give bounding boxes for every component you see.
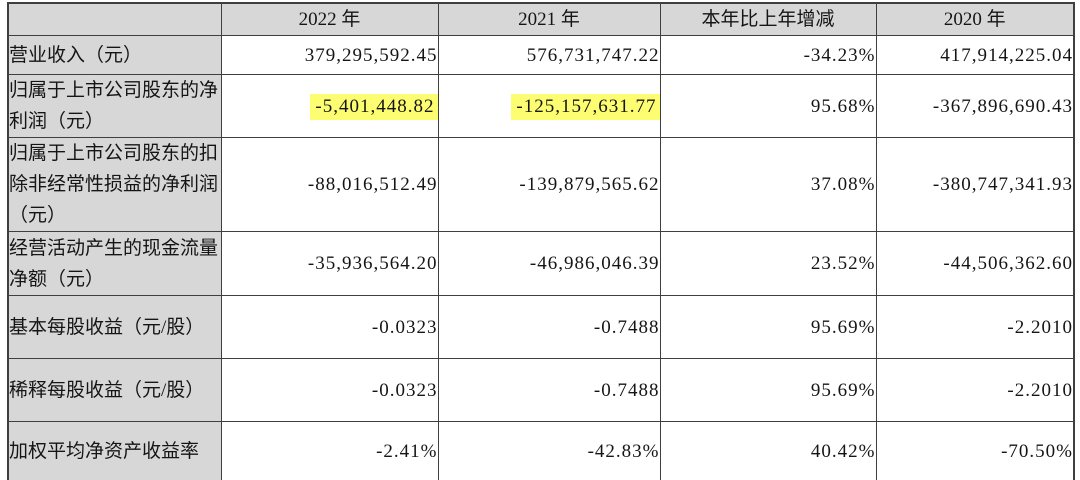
header-cell-metric: [7, 2, 222, 36]
value-cell: 417,914,225.04: [875, 35, 1075, 75]
value-cell: -2.2010: [875, 295, 1075, 359]
value-cell: -380,747,341.93: [875, 137, 1075, 232]
row-label: 基本每股收益（元/股）: [7, 295, 222, 359]
header-row: 2022 年 2021 年 本年比上年增减 2020 年: [7, 2, 1075, 36]
row-label: 归属于上市公司股东的净利润（元）: [7, 74, 222, 138]
table-row-weighted-avg-roe: 加权平均净资产收益率 -2.41% -42.83% 40.42% -70.50%: [7, 421, 1075, 480]
value-cell: -367,896,690.43: [875, 74, 1075, 138]
row-label: 归属于上市公司股东的扣除非经常性损益的净利润（元）: [7, 137, 222, 232]
value-cell: 95.68%: [659, 74, 877, 138]
value-cell: -5,401,448.82: [220, 74, 439, 138]
value-cell: -44,506,362.60: [875, 231, 1075, 296]
table-row-diluted-eps: 稀释每股收益（元/股） -0.0323 -0.7488 95.69% -2.20…: [7, 358, 1075, 422]
highlighted-value: -125,157,631.77: [511, 93, 660, 120]
value-cell: 379,295,592.45: [220, 35, 439, 75]
value-cell: -34.23%: [659, 35, 877, 75]
header-cell-2022: 2022 年: [220, 2, 439, 36]
value-cell: -70.50%: [875, 421, 1075, 480]
header-cell-yoy-change: 本年比上年增减: [659, 2, 877, 36]
value-cell: -0.0323: [220, 295, 439, 359]
highlighted-value: -5,401,448.82: [310, 93, 438, 120]
financial-summary-table: 2022 年 2021 年 本年比上年增减 2020 年 营业收入（元） 379…: [7, 2, 1075, 480]
table-row-net-profit: 归属于上市公司股东的净利润（元） -5,401,448.82 -125,157,…: [7, 74, 1075, 138]
value-cell: 40.42%: [659, 421, 877, 480]
value-cell: 23.52%: [659, 231, 877, 296]
table-row-operating-cash-flow: 经营活动产生的现金流量净额（元） -35,936,564.20 -46,986,…: [7, 231, 1075, 296]
table-row-net-profit-excl-nonrecurring: 归属于上市公司股东的扣除非经常性损益的净利润（元） -88,016,512.49…: [7, 137, 1075, 232]
value-cell: 37.08%: [659, 137, 877, 232]
value-cell: 95.69%: [659, 295, 877, 359]
value-cell: -2.41%: [220, 421, 439, 480]
row-label: 稀释每股收益（元/股）: [7, 358, 222, 422]
header-cell-2021: 2021 年: [437, 2, 661, 36]
value-cell: -139,879,565.62: [437, 137, 661, 232]
header-cell-2020: 2020 年: [875, 2, 1075, 36]
value-cell: -46,986,046.39: [437, 231, 661, 296]
table-row-revenue: 营业收入（元） 379,295,592.45 576,731,747.22 -3…: [7, 35, 1075, 75]
value-cell: -35,936,564.20: [220, 231, 439, 296]
value-cell: -0.0323: [220, 358, 439, 422]
value-cell: -0.7488: [437, 295, 661, 359]
value-cell: -0.7488: [437, 358, 661, 422]
row-label: 加权平均净资产收益率: [7, 421, 222, 480]
row-label: 营业收入（元）: [7, 35, 222, 75]
value-cell: 95.69%: [659, 358, 877, 422]
row-label: 经营活动产生的现金流量净额（元）: [7, 231, 222, 296]
value-cell: -42.83%: [437, 421, 661, 480]
value-cell: -125,157,631.77: [437, 74, 661, 138]
value-cell: -2.2010: [875, 358, 1075, 422]
value-cell: 576,731,747.22: [437, 35, 661, 75]
value-cell: -88,016,512.49: [220, 137, 439, 232]
table-row-basic-eps: 基本每股收益（元/股） -0.0323 -0.7488 95.69% -2.20…: [7, 295, 1075, 359]
